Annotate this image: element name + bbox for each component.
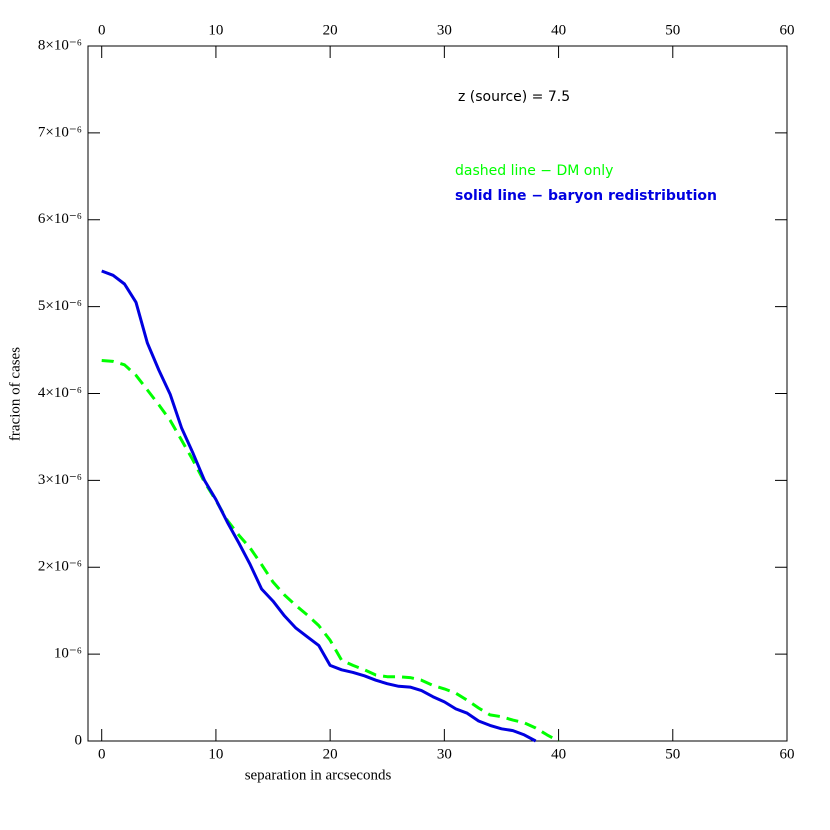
x-tick-label: 40 (551, 746, 566, 762)
plot-frame (87, 45, 788, 742)
y-tick-label: 0 (75, 732, 83, 748)
x-tick-label: 20 (323, 746, 338, 762)
x-tick-label: 0 (98, 746, 106, 762)
annotation: z (source) = 7.5 (458, 89, 570, 105)
x-axis-label: separation in arcseconds (245, 767, 392, 783)
x-tick-label-top: 20 (323, 22, 338, 38)
legend-entry: dashed line − DM only (455, 163, 613, 179)
series-line (101, 269, 537, 743)
y-tick-label: 4×10⁻⁶ (38, 385, 82, 401)
y-axis-label: fracion of cases (7, 347, 23, 441)
legend-entry: solid line − baryon redistribution (455, 188, 717, 204)
x-tick-label-top: 0 (98, 22, 106, 38)
x-tick-label: 60 (780, 746, 795, 762)
y-tick-label: 7×10⁻⁶ (38, 124, 82, 140)
x-tick-label: 50 (665, 746, 680, 762)
x-tick-label-top: 30 (437, 22, 452, 38)
x-tick-label-top: 10 (208, 22, 223, 38)
y-tick-label: 8×10⁻⁶ (38, 37, 82, 53)
y-tick-label: 10⁻⁶ (54, 646, 82, 662)
x-tick-label: 10 (208, 746, 223, 762)
y-tick-label: 3×10⁻⁶ (38, 472, 82, 488)
x-tick-label: 30 (437, 746, 452, 762)
x-tick-label-top: 50 (665, 22, 680, 38)
y-tick-label: 5×10⁻⁶ (38, 298, 82, 314)
y-tick-label: 6×10⁻⁶ (38, 211, 82, 227)
x-tick-label-top: 40 (551, 22, 566, 38)
y-tick-label: 2×10⁻⁶ (38, 559, 82, 575)
series-line (101, 359, 560, 743)
x-tick-label-top: 60 (780, 22, 795, 38)
